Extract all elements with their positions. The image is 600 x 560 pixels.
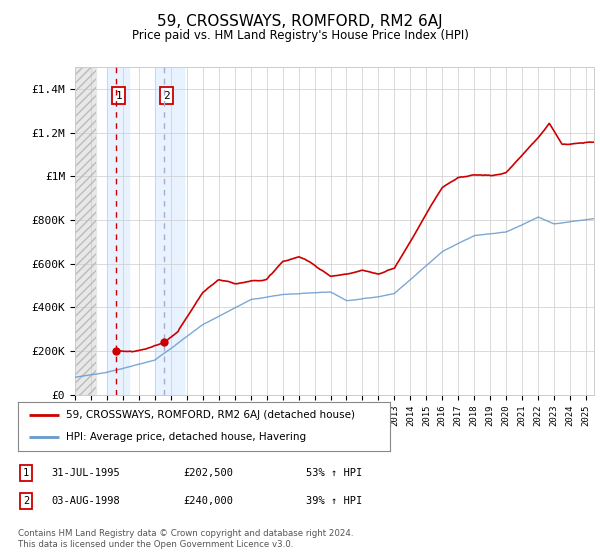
Text: £202,500: £202,500 bbox=[183, 468, 233, 478]
Text: 2: 2 bbox=[163, 91, 170, 101]
Text: £240,000: £240,000 bbox=[183, 496, 233, 506]
Text: 39% ↑ HPI: 39% ↑ HPI bbox=[306, 496, 362, 506]
Text: 53% ↑ HPI: 53% ↑ HPI bbox=[306, 468, 362, 478]
Bar bbox=[75, 67, 96, 395]
Text: 2: 2 bbox=[23, 496, 29, 506]
Text: Contains HM Land Registry data © Crown copyright and database right 2024.
This d: Contains HM Land Registry data © Crown c… bbox=[18, 529, 353, 549]
Text: HPI: Average price, detached house, Havering: HPI: Average price, detached house, Have… bbox=[67, 432, 307, 442]
Bar bbox=[155, 67, 184, 395]
Text: 1: 1 bbox=[23, 468, 29, 478]
Text: 59, CROSSWAYS, ROMFORD, RM2 6AJ (detached house): 59, CROSSWAYS, ROMFORD, RM2 6AJ (detache… bbox=[67, 410, 355, 420]
Text: 03-AUG-1998: 03-AUG-1998 bbox=[51, 496, 120, 506]
Text: 31-JUL-1995: 31-JUL-1995 bbox=[51, 468, 120, 478]
Text: Price paid vs. HM Land Registry's House Price Index (HPI): Price paid vs. HM Land Registry's House … bbox=[131, 29, 469, 42]
Text: 59, CROSSWAYS, ROMFORD, RM2 6AJ: 59, CROSSWAYS, ROMFORD, RM2 6AJ bbox=[157, 14, 443, 29]
Text: 1: 1 bbox=[115, 91, 122, 101]
Bar bbox=[75, 67, 96, 395]
Bar bbox=[107, 67, 129, 395]
